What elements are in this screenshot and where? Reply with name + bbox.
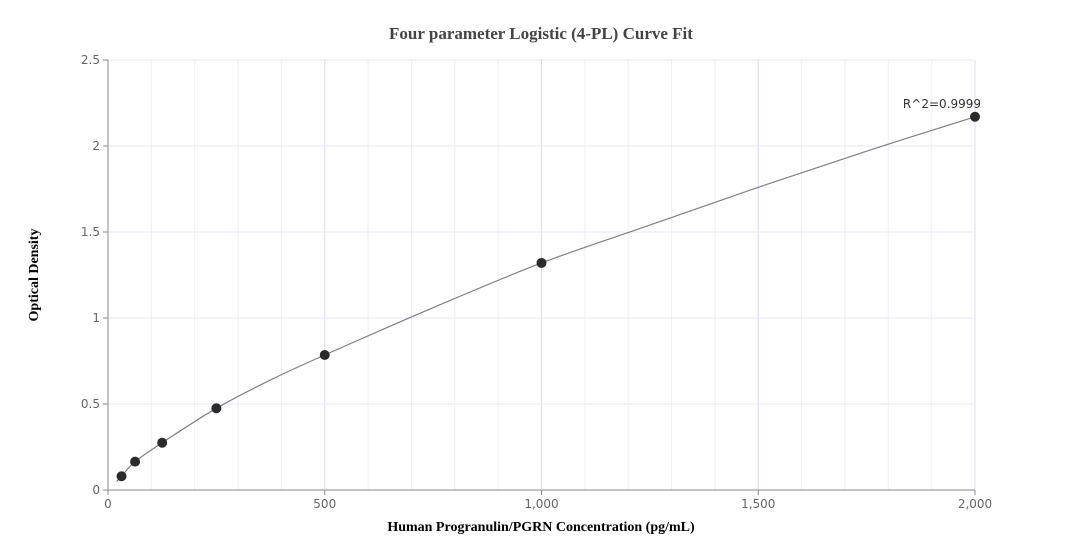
r-squared-annotation: R^2=0.9999 xyxy=(903,97,981,111)
fit-curve xyxy=(116,116,976,482)
data-point xyxy=(211,403,222,414)
y-tick-label: 1 xyxy=(92,311,100,325)
y-tick-label: 0.5 xyxy=(81,397,100,411)
x-tick-label: 500 xyxy=(313,497,336,511)
data-points xyxy=(116,111,980,482)
x-tick-label: 2,000 xyxy=(958,497,992,511)
x-tick-label: 0 xyxy=(104,497,112,511)
chart-title: Four parameter Logistic (4-PL) Curve Fit xyxy=(389,24,693,43)
y-tick-label: 0 xyxy=(92,483,100,497)
grid xyxy=(108,59,976,490)
y-tick-labels: 0 0.5 1 1.5 2 2.5 xyxy=(81,53,108,497)
x-tick-label: 1,500 xyxy=(741,497,775,511)
y-axis-title: Optical Density xyxy=(27,229,42,322)
data-point xyxy=(970,111,980,122)
x-tick-labels: 0 500 1,000 1,500 2,000 xyxy=(104,490,992,511)
data-point xyxy=(130,456,141,467)
fit-curve-layer xyxy=(116,116,976,482)
x-axis-title: Human Progranulin/PGRN Concentration (pg… xyxy=(387,520,695,535)
y-tick-label: 2.5 xyxy=(81,53,100,67)
data-point xyxy=(116,471,127,482)
y-tick-label: 1.5 xyxy=(81,225,100,239)
y-tick-label: 2 xyxy=(92,139,100,153)
annotations: R^2=0.9999 xyxy=(903,97,981,111)
x-tick-label: 1,000 xyxy=(524,497,558,511)
data-point xyxy=(536,257,547,268)
data-point xyxy=(319,349,330,360)
data-point xyxy=(157,437,168,448)
